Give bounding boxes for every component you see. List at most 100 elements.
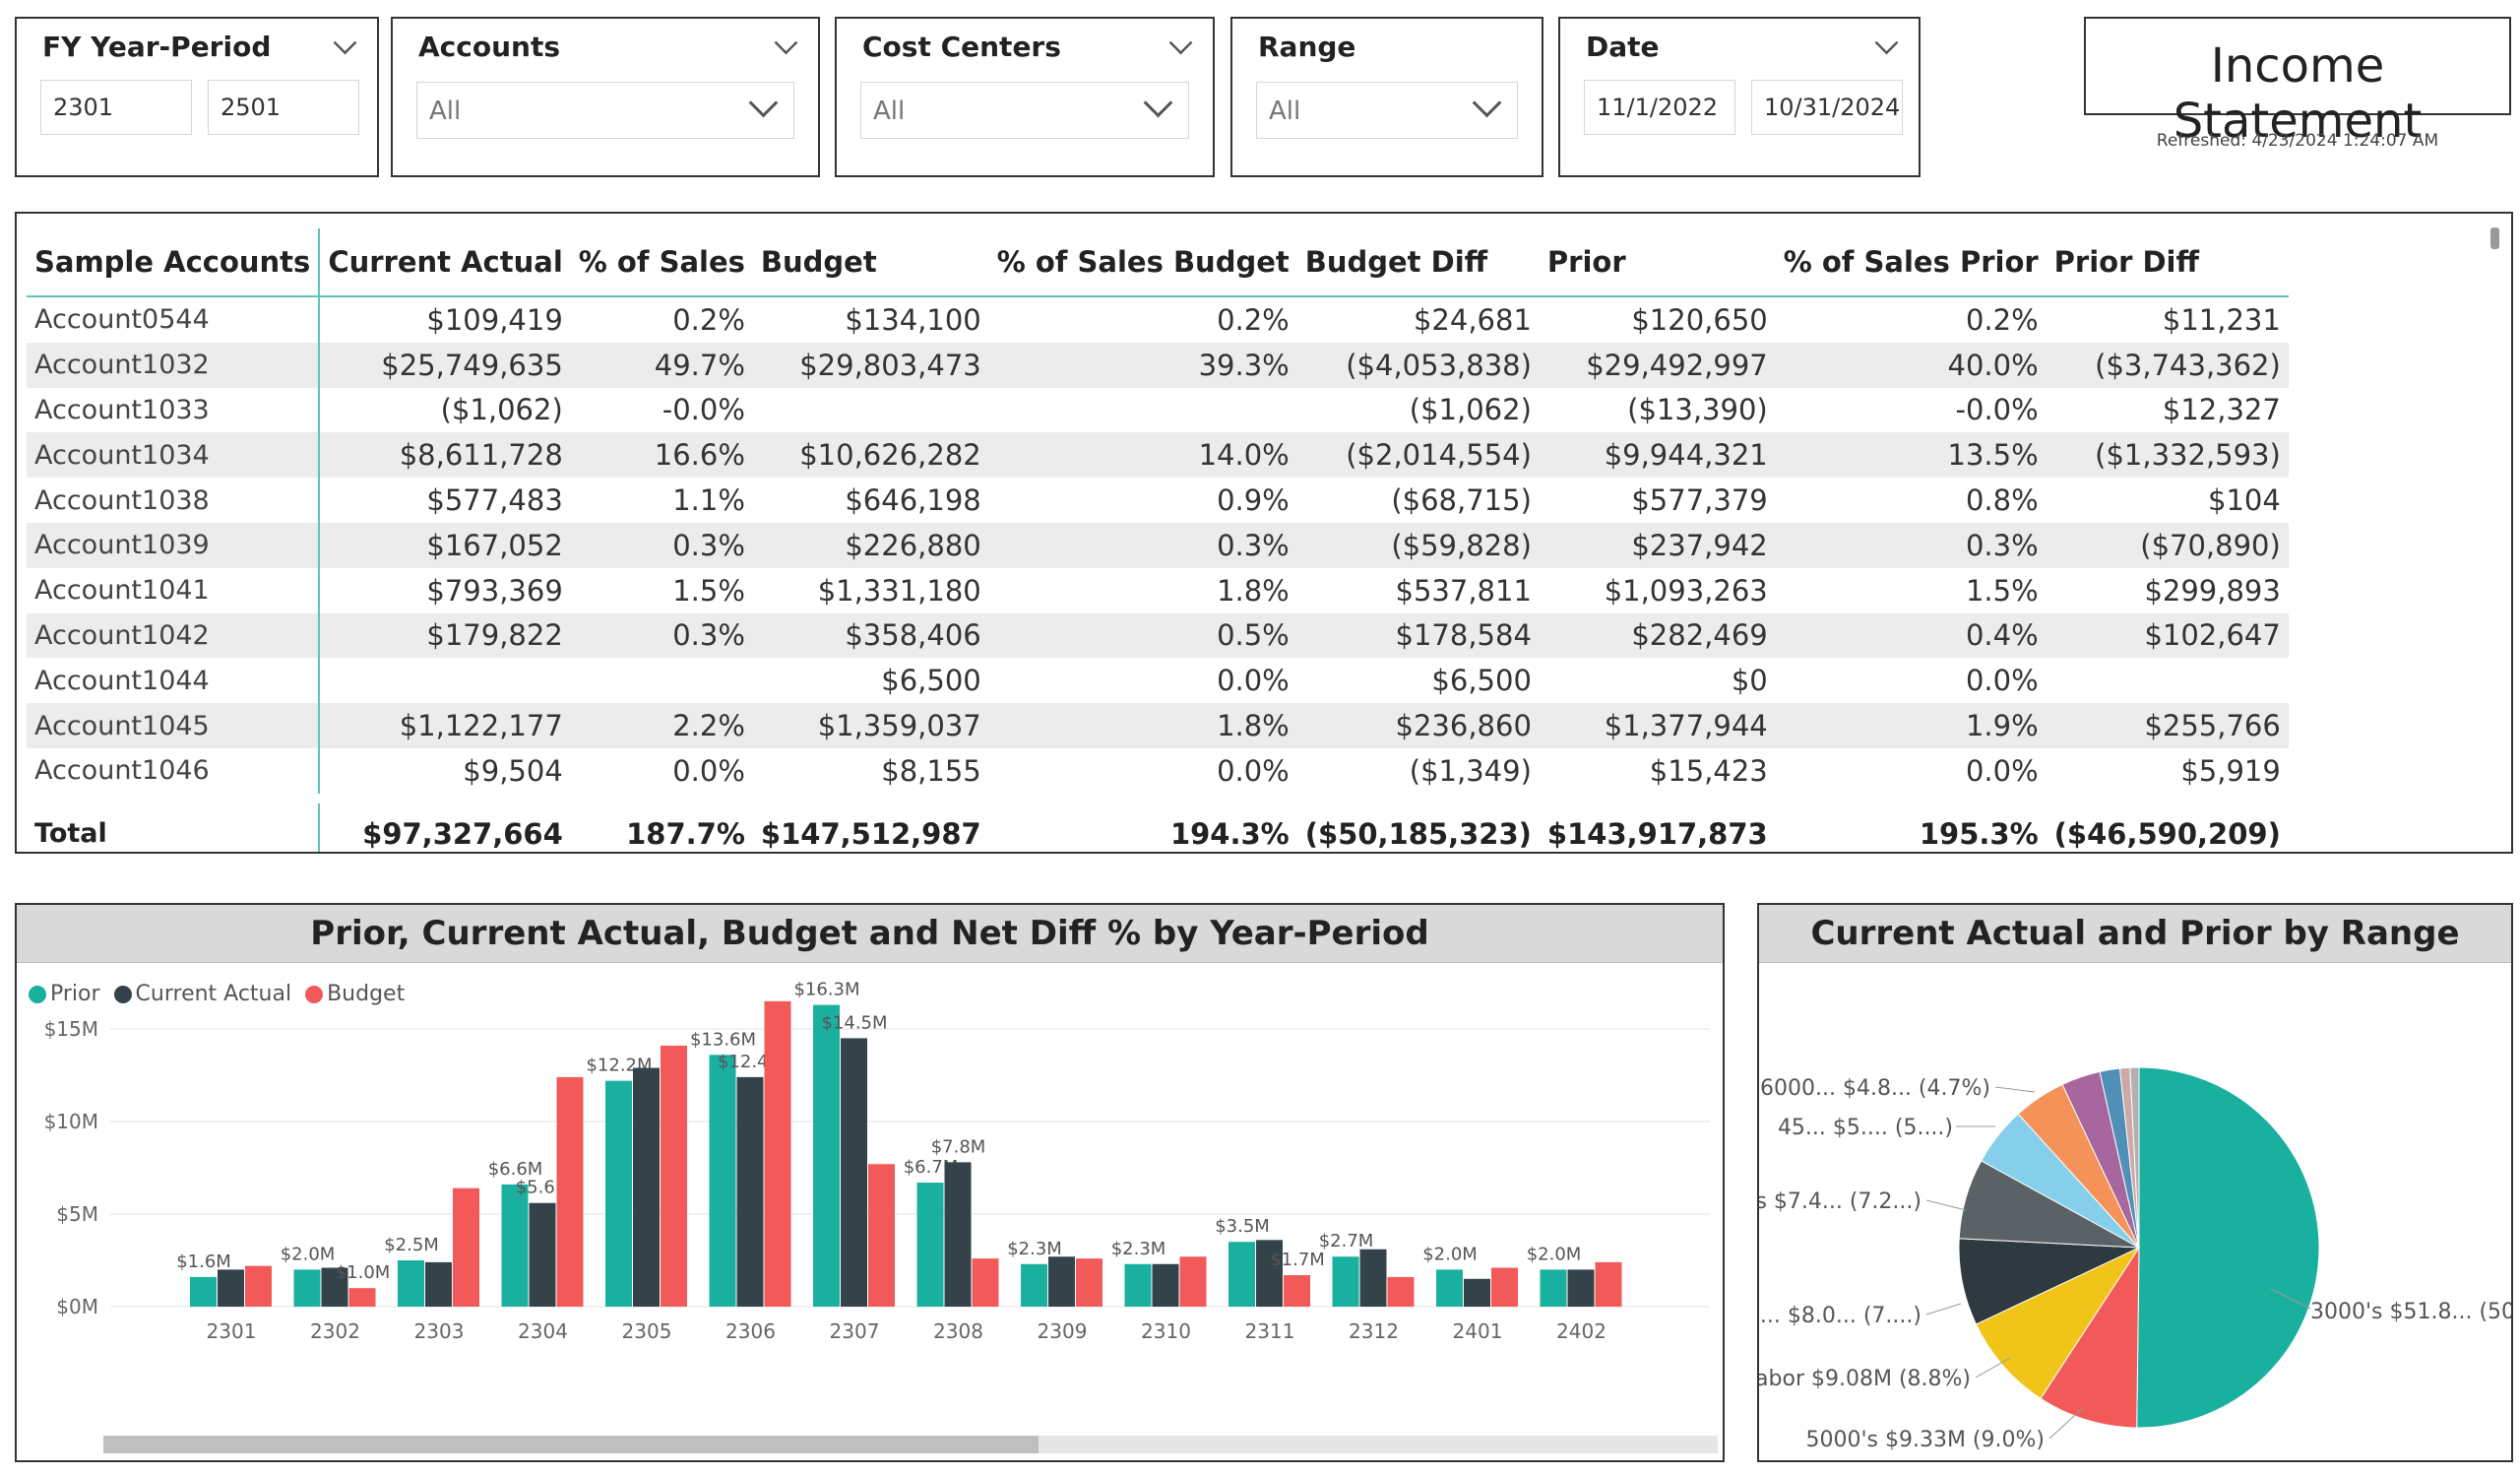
value-cell: 40.0%: [1775, 342, 2047, 388]
column-header[interactable]: % of Sales: [570, 228, 753, 297]
accounts-dropdown[interactable]: All: [416, 82, 794, 139]
bar-prior[interactable]: [190, 1276, 217, 1307]
column-header[interactable]: Budget: [752, 228, 989, 297]
bar-current-actual[interactable]: [218, 1269, 244, 1307]
value-cell: $109,419: [426, 302, 563, 337]
bar-prior[interactable]: [1021, 1263, 1047, 1307]
pie-slice[interactable]: [1975, 1246, 2141, 1399]
bar-prior[interactable]: [1332, 1256, 1359, 1307]
table-row[interactable]: Account1045 $1,122,177 2.2% $1,359,037 1.8% $…: [27, 703, 2289, 748]
column-header[interactable]: Current Actual: [319, 228, 571, 297]
column-header[interactable]: % of Sales Budget: [988, 228, 1297, 297]
bar-prior[interactable]: [605, 1080, 632, 1307]
bar-budget[interactable]: [348, 1288, 376, 1307]
fy-from-input[interactable]: 2301: [40, 80, 192, 135]
pie-slice[interactable]: [2136, 1066, 2320, 1429]
bar-budget[interactable]: [245, 1265, 272, 1307]
table-row[interactable]: Account1042 $179,822 0.3% $358,406 0.5% $178,…: [27, 612, 2289, 659]
chevron-down-icon[interactable]: [774, 31, 798, 55]
table-row[interactable]: Account1044 $6,500 0.0% $6,500 $0 0.0%: [27, 658, 2289, 704]
range-slicer[interactable]: Range All: [1230, 17, 1544, 177]
bar-budget[interactable]: [1076, 1258, 1102, 1307]
bar-prior[interactable]: [293, 1269, 321, 1307]
bar-prior[interactable]: [916, 1183, 944, 1307]
table-row[interactable]: Account1034 $8,611,728 16.6% $10,626,282 14.…: [27, 432, 2289, 479]
data-label: $2.5M: [384, 1235, 439, 1255]
bar-prior[interactable]: [1436, 1269, 1463, 1307]
range-dropdown[interactable]: All: [1256, 82, 1518, 139]
bar-budget[interactable]: [1491, 1267, 1518, 1307]
column-header[interactable]: Sample Accounts: [27, 228, 321, 297]
bar-current-actual[interactable]: [1567, 1269, 1595, 1307]
bar-budget[interactable]: [1284, 1275, 1310, 1307]
bar-budget[interactable]: [661, 1045, 687, 1307]
column-header[interactable]: Prior: [1539, 228, 1776, 297]
bar-current-actual[interactable]: [1464, 1278, 1490, 1307]
bar-current-actual[interactable]: [944, 1162, 972, 1307]
bar-budget[interactable]: [453, 1187, 479, 1307]
bar-current-actual[interactable]: [736, 1076, 764, 1307]
value-cell: 1.5%: [672, 573, 745, 608]
bar-current-actual[interactable]: [633, 1067, 660, 1307]
bar-prior[interactable]: [709, 1055, 736, 1307]
bar-prior[interactable]: [1540, 1269, 1567, 1307]
bar-current-actual[interactable]: [1256, 1240, 1283, 1307]
fy-to-input[interactable]: 2501: [208, 80, 359, 135]
table-row[interactable]: Account1032 $25,749,635 49.7% $29,803,473 39…: [27, 342, 2289, 388]
bar-prior[interactable]: [398, 1260, 424, 1307]
legend-item-prior[interactable]: Prior: [29, 982, 100, 1006]
pie-slice[interactable]: [2129, 1066, 2140, 1249]
account-name-cell: Account1046: [27, 747, 321, 799]
column-header[interactable]: Prior Diff: [2046, 228, 2289, 297]
bar-prior[interactable]: [813, 1004, 840, 1307]
bar-current-actual[interactable]: [425, 1261, 452, 1307]
date-slicer[interactable]: Date 11/1/2022 10/31/2024: [1558, 17, 1921, 177]
table-row[interactable]: Account1038 $577,483 1.1% $646,198 0.9% ($68,…: [27, 478, 2289, 523]
value-cell: $1,093,263: [1604, 573, 1768, 608]
bar-prior[interactable]: [1124, 1263, 1152, 1307]
bar-prior[interactable]: [501, 1184, 529, 1307]
bar-budget[interactable]: [1179, 1256, 1207, 1307]
pie-slice[interactable]: [2040, 1246, 2140, 1429]
cost-centers-slicer[interactable]: Cost Centers All: [835, 17, 1215, 177]
accounts-slicer[interactable]: Accounts All: [391, 17, 820, 177]
bar-current-actual[interactable]: [1152, 1263, 1179, 1307]
legend-item-budget[interactable]: Budget: [305, 982, 405, 1006]
date-from-input[interactable]: 11/1/2022: [1584, 80, 1735, 135]
scrollbar-thumb[interactable]: [103, 1436, 1039, 1453]
leader-line: [1975, 1357, 2011, 1379]
legend-item-current-actual[interactable]: Current Actual: [113, 982, 291, 1006]
bar-budget[interactable]: [972, 1258, 999, 1307]
table-row[interactable]: Account1041 $793,369 1.5% $1,331,180 1.8% $53…: [27, 567, 2289, 613]
x-tick-label: 2402: [1556, 1319, 1606, 1343]
bar-budget[interactable]: [868, 1164, 895, 1307]
value-cell: 0.2%: [672, 302, 745, 337]
table-row[interactable]: Account1033 ($1,062) -0.0% ($1,062) ($13,390…: [27, 387, 2289, 433]
fy-year-period-slicer[interactable]: FY Year-Period 2301 2501: [15, 17, 379, 177]
chevron-down-icon[interactable]: [1874, 31, 1899, 55]
bar-budget[interactable]: [1387, 1276, 1415, 1307]
bar-current-actual[interactable]: [529, 1202, 556, 1307]
accounts-slicer-title: Accounts: [418, 31, 561, 63]
column-header[interactable]: Budget Diff: [1296, 228, 1540, 297]
table-row[interactable]: Account1046 $9,504 0.0% $8,155 0.0% ($1,349) $…: [27, 747, 2289, 799]
chevron-down-icon[interactable]: [1168, 31, 1193, 55]
bar-budget[interactable]: [764, 1000, 791, 1307]
chevron-down-icon[interactable]: [333, 31, 357, 55]
bar-current-actual[interactable]: [841, 1038, 867, 1307]
data-label: $3.5M: [1215, 1216, 1270, 1237]
bar-budget[interactable]: [1595, 1261, 1622, 1307]
vertical-scrollbar[interactable]: [2490, 227, 2499, 249]
bar-budget[interactable]: [556, 1076, 584, 1307]
pie-label-6000: 6000... $4.8... (4.7%): [1760, 1076, 1990, 1101]
cost-centers-dropdown[interactable]: All: [860, 82, 1189, 139]
date-to-input[interactable]: 10/31/2024: [1751, 80, 1903, 135]
bar-current-actual[interactable]: [1359, 1249, 1387, 1307]
bar-prior[interactable]: [1228, 1242, 1255, 1307]
column-header[interactable]: % of Sales Prior: [1775, 228, 2047, 297]
horizontal-scrollbar[interactable]: [103, 1436, 1718, 1453]
table-row[interactable]: Account0544 $109,419 0.2% $134,100 0.2% $24,6…: [27, 296, 2289, 343]
table-row[interactable]: Account1039 $167,052 0.3% $226,880 0.3% ($59,…: [27, 522, 2289, 568]
bar-current-actual[interactable]: [321, 1267, 348, 1307]
bar-current-actual[interactable]: [1048, 1256, 1075, 1307]
